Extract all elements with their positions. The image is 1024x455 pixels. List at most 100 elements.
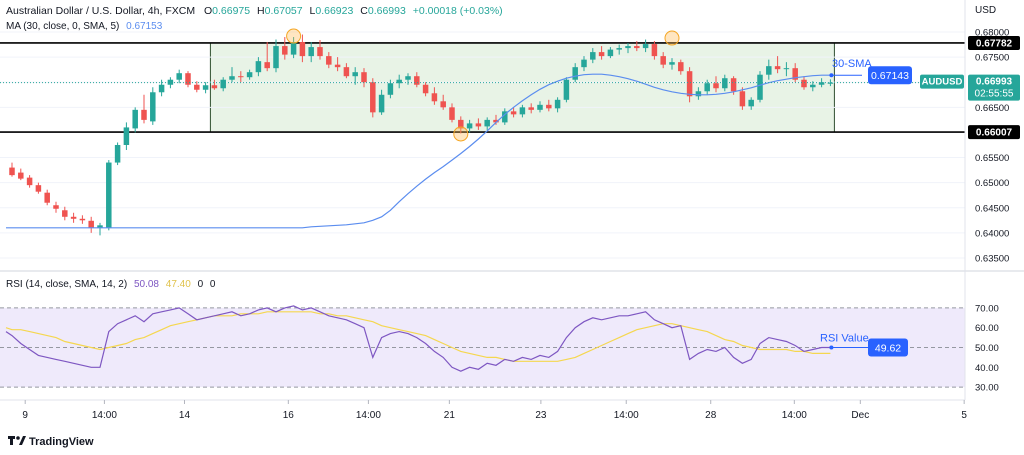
symbol-price-tag[interactable]: AUDUSD 0.66993 02:55:55: [920, 74, 1020, 101]
candle-body: [669, 62, 675, 65]
candle-body: [176, 73, 182, 80]
time-tick-label: 14:00: [92, 410, 117, 421]
price-tick-label: 0.67500: [975, 53, 1009, 64]
rsi-label: RSI (14, close, SMA, 14, 2): [6, 279, 127, 290]
rsi-tick-label: 70.00: [975, 303, 999, 314]
candle-body: [730, 78, 737, 92]
time-tick-label: 28: [705, 410, 717, 421]
rsi-axis-ticks: 70.00 60.00 50.00 40.00 30.00: [975, 303, 999, 393]
candle-body: [414, 76, 420, 85]
candle-body: [238, 76, 244, 78]
candle-body: [361, 72, 367, 83]
sma-annotation[interactable]: 30-SMA 0.67143: [829, 58, 912, 85]
candle-body: [686, 71, 693, 97]
candle-body: [114, 144, 121, 163]
candle-body: [317, 47, 323, 57]
sma-value-box: 0.67143: [871, 70, 909, 82]
candle-body: [458, 119, 464, 129]
support-resistance-lines[interactable]: [0, 42, 965, 133]
candle-body: [18, 172, 24, 179]
candle-body: [572, 67, 578, 80]
candle-body: [616, 48, 622, 50]
candle-body: [493, 119, 499, 123]
price-tick-label: 0.65500: [975, 153, 1009, 164]
candle-body: [123, 127, 130, 145]
rsi-legend[interactable]: RSI (14, close, SMA, 14, 2) 50.08 47.40 …: [6, 279, 216, 290]
candle-body: [440, 101, 446, 108]
ma-legend[interactable]: MA (30, close, 0, SMA, 5) 0.67153: [6, 21, 163, 32]
time-axis-ticks: 9 14:00 14 16 14:00 21 23 14:00 28 14:00 Dec 5: [22, 400, 967, 421]
tradingview-logo-text: TradingView: [29, 436, 94, 448]
grid: [0, 31, 965, 259]
candle-body: [783, 68, 790, 70]
time-tick-label: 9: [22, 410, 28, 421]
candle-body: [405, 76, 411, 80]
candle-body: [70, 216, 77, 219]
candle-body: [62, 210, 68, 217]
tradingview-logo[interactable]: TradingView: [8, 436, 94, 448]
ma-value: 0.67153: [126, 21, 163, 32]
candle-body: [97, 225, 103, 228]
candle-body: [202, 85, 209, 90]
candle-body: [334, 64, 341, 68]
candle-body: [273, 46, 279, 69]
sma-30-line[interactable]: [6, 73, 831, 229]
candle-body: [801, 79, 807, 88]
rsi-annotation[interactable]: RSI Value 49.62: [820, 332, 908, 357]
candle-body: [634, 46, 640, 49]
rsi-line[interactable]: [5, 305, 831, 372]
time-tick-label: 5: [961, 410, 967, 421]
candle-body: [220, 79, 226, 89]
support-price: 0.66007: [976, 128, 1013, 139]
candle-body: [528, 107, 534, 110]
candle-body: [466, 123, 473, 129]
resistance-tag[interactable]: 0.67782: [968, 35, 1020, 50]
candle-body: [255, 61, 262, 73]
consolidation-range-box[interactable]: [209, 42, 835, 133]
time-tick-label: Dec: [851, 410, 869, 421]
candle-body: [510, 111, 517, 115]
price-axis-ticks: 0.680000.675000.670000.665000.660000.655…: [975, 28, 1009, 265]
price-tick-label: 0.63500: [975, 253, 1009, 264]
support-tag[interactable]: 0.66007: [968, 125, 1020, 140]
rsi-sma-line[interactable]: [5, 311, 831, 362]
candle-body: [246, 72, 253, 78]
ohlc-low: 0.66923: [315, 5, 353, 17]
candle-body: [713, 83, 719, 89]
price-tick-label: 0.66500: [975, 103, 1009, 114]
price-tick-label: 0.68000: [975, 28, 1009, 39]
symbol-tag: AUDUSD: [922, 77, 963, 88]
candle-body: [590, 52, 596, 60]
candle-body: [167, 79, 174, 85]
candle-body: [660, 56, 666, 65]
candle-body: [141, 109, 147, 120]
candle-body: [757, 74, 763, 100]
candle-body: [79, 218, 86, 221]
symbol-title: Australian Dollar / U.S. Dollar, 4h, FXC…: [6, 5, 195, 17]
rsi-extra-1: 0: [198, 279, 204, 290]
time-tick-label: 14:00: [614, 410, 639, 421]
candle-body: [308, 47, 314, 57]
candle-body: [598, 52, 605, 57]
candle-body: [810, 84, 816, 88]
price-tick-label: 0.64000: [975, 228, 1009, 239]
time-tick-label: 23: [535, 410, 547, 421]
highlight-markers: [286, 28, 680, 142]
candle-body: [282, 46, 288, 55]
candle-body: [9, 167, 15, 176]
candle-body: [766, 66, 772, 75]
candle-body: [774, 66, 781, 70]
rsi-tick-label: 50.00: [975, 343, 999, 354]
candles: [9, 34, 834, 236]
candle-body: [554, 99, 561, 109]
candle-body: [396, 79, 402, 84]
candle-body: [642, 44, 649, 49]
candle-body: [537, 104, 543, 110]
rsi-tick-label: 40.00: [975, 363, 999, 374]
last-price: 0.66993: [976, 77, 1013, 88]
tradingview-logo-icon: [8, 436, 26, 445]
candle-body: [422, 84, 429, 94]
pivot-highlight-marker: [664, 30, 680, 46]
rsi-value: 50.08: [134, 279, 159, 290]
pivot-highlight-marker: [286, 28, 302, 44]
